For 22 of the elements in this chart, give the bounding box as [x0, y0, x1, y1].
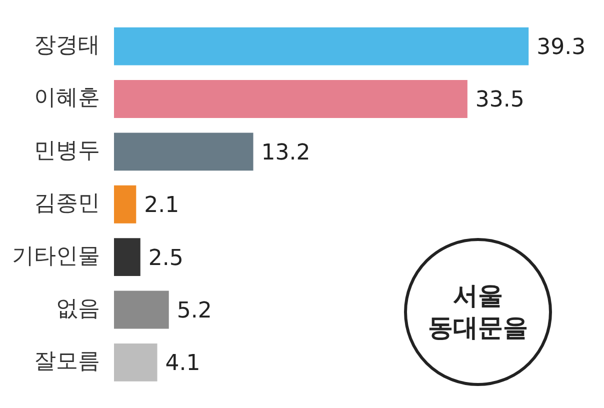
data-label: 13.2	[261, 140, 310, 166]
y-tick-label: 없음	[56, 296, 100, 322]
y-tick-label: 기타인물	[12, 244, 100, 269]
data-label: 2.1	[144, 193, 180, 218]
bar	[114, 343, 158, 382]
bar	[114, 80, 468, 118]
data-label: 2.5	[148, 246, 184, 271]
y-tick-label: 잘모름	[34, 349, 100, 374]
y-tick-label: 이혜훈	[34, 86, 100, 111]
data-label: 33.5	[475, 88, 524, 113]
bar	[114, 238, 140, 276]
data-label: 5.2	[176, 298, 212, 324]
y-tick-label: 김종민	[34, 191, 100, 216]
bar	[114, 290, 169, 329]
data-label: 4.1	[165, 351, 200, 376]
bar	[114, 185, 136, 224]
y-tick-label: 민병두	[34, 138, 100, 164]
bar	[114, 27, 529, 66]
bar	[114, 132, 254, 171]
annotation: 서울 동대문을	[427, 280, 529, 344]
data-label: 39.3	[536, 35, 586, 60]
y-tick-label: 장경태	[34, 33, 100, 58]
